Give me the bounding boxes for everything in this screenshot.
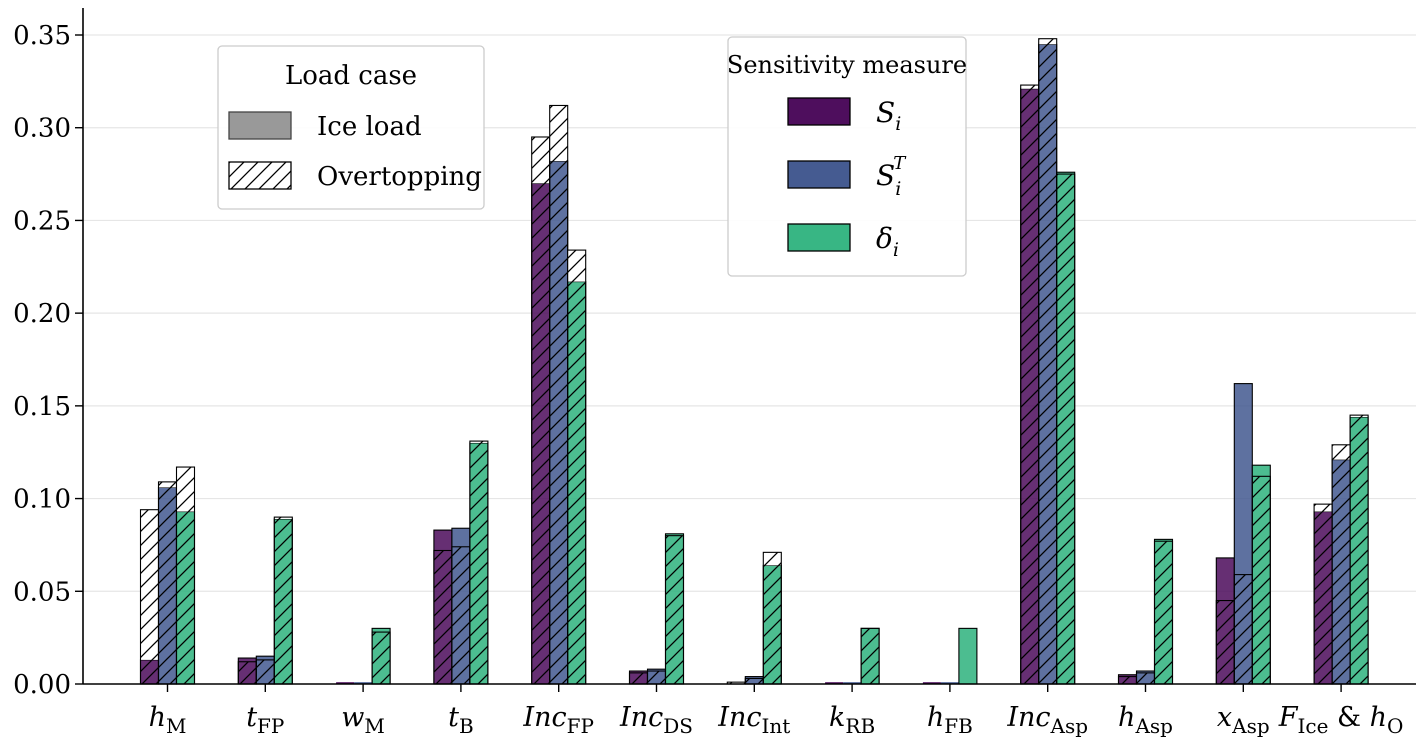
y-tick-label: 0.00: [13, 670, 71, 700]
bar-overtopping: [744, 677, 764, 685]
bar-overtopping: [664, 535, 685, 685]
y-tick-label: 0.15: [13, 392, 71, 422]
legend-sensitivity-measure: Sensitivity measure Si ST i δi: [727, 36, 967, 277]
bar-overtopping: [567, 249, 587, 685]
x-tick-label: tFP: [246, 702, 284, 738]
legend-label: Si: [876, 96, 901, 135]
bar-overtopping: [1313, 503, 1333, 685]
bar-overtopping: [531, 136, 551, 685]
bar-overtopping: [175, 466, 196, 685]
x-tick-label: IncAsp: [1006, 702, 1088, 738]
bar-overtopping: [1020, 84, 1040, 685]
legend-label: δi: [876, 222, 899, 261]
bar-overtopping: [1233, 574, 1253, 685]
legend-load-case: Load case Ice load Overtopping: [217, 45, 485, 210]
x-tick-label: IncInt: [717, 702, 790, 738]
bar-overtopping: [549, 104, 569, 685]
bar-overtopping: [1215, 600, 1235, 685]
bar-overtopping: [255, 659, 275, 685]
legend-label: Ice load: [317, 112, 422, 142]
y-tick-label: 0.10: [13, 485, 71, 515]
legend-label: ST i: [876, 153, 907, 200]
bar-overtopping: [1349, 414, 1369, 685]
bar-overtopping: [628, 672, 649, 685]
legend-swatch-ice-load: [228, 111, 292, 140]
x-tick-label: xAsp: [1217, 702, 1270, 738]
bar-overtopping: [1331, 444, 1351, 685]
bar-overtopping: [1117, 676, 1138, 685]
legend-swatch-overtopping: [228, 161, 292, 190]
legend-label: Overtopping: [317, 162, 482, 192]
legend-swatch-measure: [787, 97, 851, 126]
bar-overtopping: [1251, 475, 1271, 685]
bar-overtopping: [646, 670, 667, 685]
bar-overtopping: [237, 661, 257, 685]
axes: 0.00 0.05 0.10 0.15 0.20 0.25 0.30 0.35 hM tFP wM t…: [13, 8, 1416, 738]
bar-overtopping: [371, 631, 391, 685]
legend-frame: [727, 36, 967, 277]
x-tick-label: hAsp: [1118, 702, 1173, 738]
x-tick-label: IncDS: [619, 702, 693, 738]
x-tick-label: hM: [149, 702, 187, 738]
y-tick-label: 0.25: [13, 206, 71, 236]
bar-ice-load: [958, 627, 978, 685]
y-tick-label: 0.35: [13, 21, 71, 51]
bar-overtopping: [762, 551, 782, 685]
y-tick-label: 0.05: [13, 577, 71, 607]
legend-title: Load case: [285, 61, 417, 91]
legend-swatch-measure: [787, 223, 851, 252]
bar-overtopping: [1038, 38, 1058, 685]
bar-overtopping: [469, 440, 489, 685]
bar-overtopping: [273, 516, 293, 685]
bars: [139, 38, 1369, 685]
bar-overtopping: [860, 627, 880, 685]
bar-overtopping: [1056, 173, 1076, 685]
x-tick-label: wM: [341, 702, 385, 738]
bar-overtopping: [1153, 540, 1174, 685]
x-tick-label: IncFP: [522, 702, 594, 738]
x-tick-label: FIce & hO: [1278, 702, 1404, 738]
bar-overtopping: [451, 546, 471, 685]
legend-title: Sensitivity measure: [727, 51, 967, 79]
x-tick-label: hFB: [927, 702, 973, 738]
bar-overtopping: [157, 481, 178, 685]
bar-overtopping: [433, 549, 453, 685]
legend-swatch-measure: [787, 160, 851, 189]
y-tick-label: 0.20: [13, 299, 71, 329]
bar-overtopping: [1135, 672, 1156, 685]
x-tick-label: tB: [448, 702, 474, 738]
y-tick-label: 0.30: [13, 114, 71, 144]
bar-overtopping: [139, 509, 160, 685]
x-tick-label: kRB: [829, 702, 875, 738]
